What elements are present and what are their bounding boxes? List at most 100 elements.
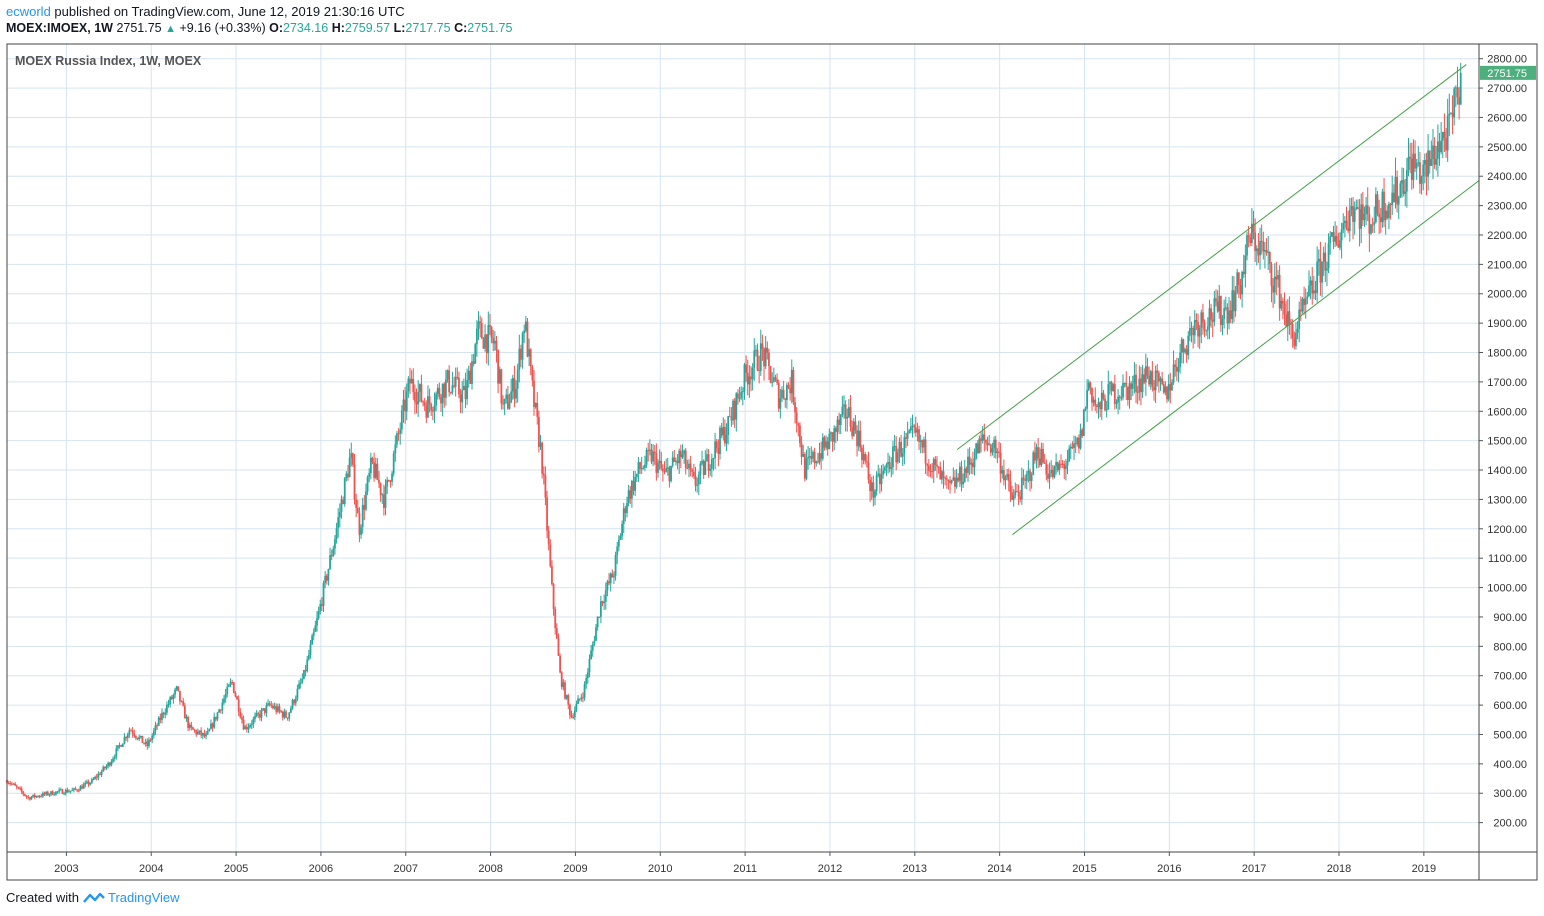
- open-label: O:: [269, 21, 284, 35]
- candle-body: [1370, 224, 1372, 234]
- candle-body: [733, 400, 736, 420]
- candle-body: [572, 716, 575, 718]
- open-value: 2734.16: [283, 21, 329, 35]
- candle-body: [954, 477, 956, 487]
- candle-body: [795, 412, 798, 424]
- candle-body: [960, 466, 963, 485]
- candle-body: [1420, 176, 1423, 184]
- candle-body: [988, 444, 991, 446]
- candle-body: [1084, 408, 1087, 410]
- candle-body: [573, 710, 576, 718]
- candle-body: [1394, 176, 1397, 203]
- candle-body: [970, 462, 973, 465]
- candle-body: [1138, 378, 1141, 393]
- candle-body: [1419, 162, 1421, 184]
- candle-body: [640, 468, 643, 470]
- candle-body: [45, 791, 48, 795]
- y-tick-label: 2000.00: [1487, 289, 1527, 301]
- candle-body: [1249, 237, 1252, 243]
- last-price-label: 2751.75: [1487, 68, 1527, 80]
- candle-body: [409, 378, 411, 384]
- candle-body: [1128, 383, 1131, 400]
- candle-body: [828, 433, 831, 450]
- symbol-legend: MOEX:IMOEX, 1W 2751.75 ▲ +9.16 (+0.33%) …: [6, 21, 512, 35]
- candle-body: [913, 425, 916, 428]
- candle-body: [847, 407, 850, 417]
- candle-body: [241, 717, 243, 720]
- candle-body: [1079, 429, 1082, 449]
- candle-body: [1061, 463, 1064, 465]
- candle-body: [1076, 437, 1079, 445]
- candle-body: [781, 389, 783, 399]
- candle-body: [1017, 491, 1020, 497]
- candle-body: [112, 758, 114, 762]
- candle-body: [1423, 159, 1426, 165]
- candle-body: [955, 477, 958, 487]
- candle-body: [1169, 384, 1172, 391]
- y-tick-label: 2100.00: [1487, 259, 1527, 271]
- candle-body: [164, 712, 167, 715]
- author-link[interactable]: ecworld: [6, 4, 51, 19]
- candle-body: [219, 709, 222, 711]
- candle-body: [1151, 371, 1154, 388]
- candle-body: [294, 698, 297, 704]
- plot-border: [6, 43, 1538, 881]
- candle-body: [859, 430, 862, 448]
- candle-body: [386, 479, 389, 487]
- candle-body: [926, 463, 929, 466]
- candle-body: [299, 682, 302, 684]
- candle-body: [418, 384, 421, 392]
- candle-body: [813, 451, 816, 464]
- candle-body: [1022, 477, 1025, 480]
- candle-body: [76, 789, 79, 791]
- candle-body: [696, 484, 699, 486]
- y-tick-label: 1000.00: [1487, 583, 1527, 595]
- candle-body: [596, 616, 599, 628]
- candle-body: [785, 384, 788, 401]
- y-tick-label: 1500.00: [1487, 436, 1527, 448]
- candle-body: [224, 694, 227, 699]
- candle-body: [272, 705, 274, 709]
- candle-body: [849, 407, 852, 427]
- candle-body: [324, 575, 327, 584]
- candle-body: [1324, 252, 1327, 271]
- candle-body: [413, 392, 416, 402]
- x-tick-label: 2013: [903, 863, 927, 875]
- candle-body: [1433, 145, 1436, 165]
- tradingview-brand-link[interactable]: TradingView: [108, 890, 180, 905]
- candle-body: [1221, 318, 1224, 325]
- candle-body: [94, 776, 97, 780]
- candle-body: [1348, 209, 1351, 232]
- candle-body: [22, 791, 25, 795]
- candle-body: [660, 460, 663, 469]
- candle-body: [440, 396, 442, 404]
- candle-body: [1278, 274, 1281, 309]
- candle-body: [521, 333, 524, 360]
- candle-body: [800, 443, 803, 457]
- trend-channel: [956, 64, 1480, 536]
- candle-body: [619, 536, 622, 540]
- candle-body: [1397, 197, 1400, 205]
- candle-body: [511, 378, 514, 392]
- candle-body: [1432, 145, 1434, 160]
- candle-body: [159, 717, 162, 720]
- candle-body: [63, 793, 66, 795]
- candle-body: [985, 439, 987, 443]
- candle-body: [971, 462, 974, 468]
- candle-body: [655, 453, 658, 473]
- candle-body: [141, 735, 144, 743]
- y-tick-label: 2300.00: [1487, 201, 1527, 213]
- candle-body: [484, 334, 486, 349]
- candle-body: [557, 638, 560, 656]
- candle-body: [567, 695, 570, 705]
- candle-body: [717, 448, 720, 455]
- candle-body: [875, 475, 878, 492]
- candle-body: [1314, 290, 1317, 293]
- candle-body: [1401, 180, 1403, 184]
- candle-body: [257, 713, 260, 715]
- candle-body: [170, 697, 173, 699]
- candle-body: [236, 696, 238, 700]
- candle-body: [195, 730, 198, 735]
- candle-body: [843, 404, 845, 407]
